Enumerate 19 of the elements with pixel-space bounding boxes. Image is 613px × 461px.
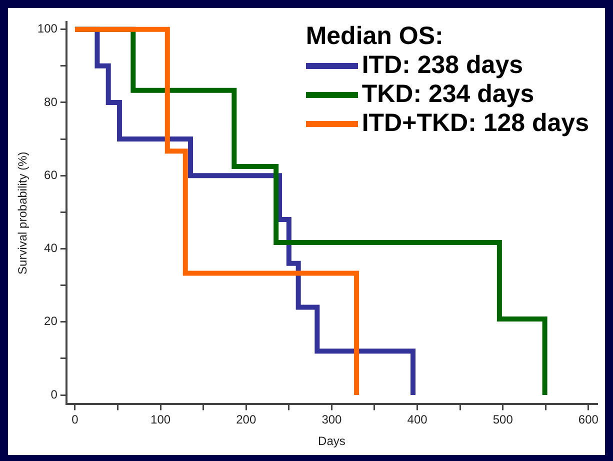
x-tick-label: 400 (407, 412, 428, 427)
x-tick-label: 0 (72, 412, 79, 427)
x-tick-label: 600 (578, 412, 599, 427)
y-tick-label: 20 (44, 314, 58, 328)
y-tick-label: 80 (44, 94, 58, 109)
y-tick-label: 0 (50, 387, 58, 402)
x-tick-label: 500 (492, 412, 514, 427)
x-tick-label: 300 (322, 412, 342, 427)
legend-label: ITD: 238 days (362, 51, 524, 80)
y-tick-label: 100 (37, 22, 58, 36)
y-tick-label: 40 (44, 241, 58, 256)
x-axis-title: Days (318, 434, 346, 448)
legend-label: TKD: 234 days (362, 80, 534, 109)
y-tick-label: 60 (44, 168, 58, 182)
legend-label: ITD+TKD: 128 days (362, 109, 589, 138)
y-axis-title: Survival probability (%) (16, 152, 30, 274)
legend-title: Median OS: (306, 22, 444, 51)
x-tick-label: 100 (150, 412, 171, 427)
x-tick-label: 200 (236, 412, 256, 427)
